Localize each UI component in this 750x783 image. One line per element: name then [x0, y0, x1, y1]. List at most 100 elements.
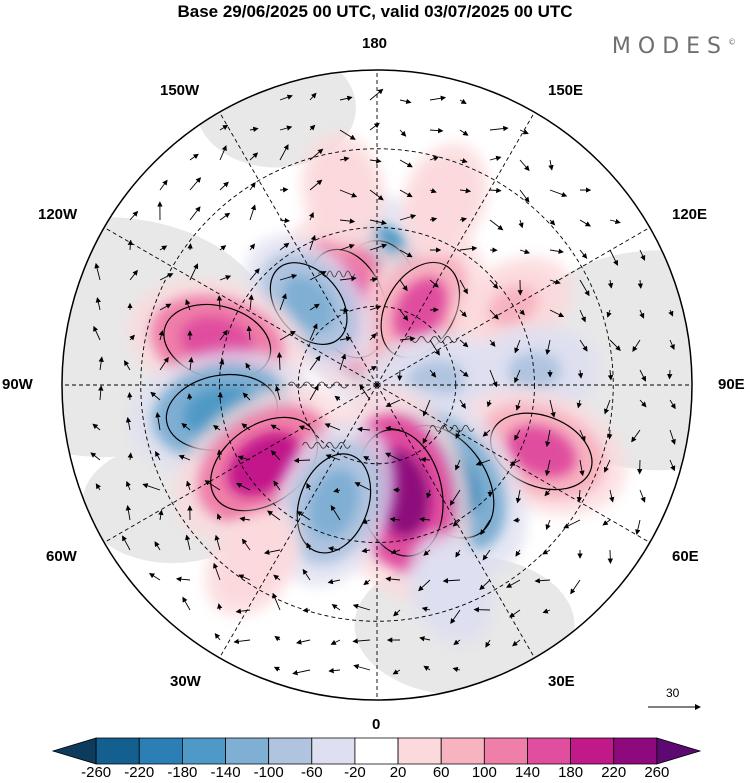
wind-arrow [369, 333, 377, 341]
wind-arrow [489, 187, 502, 194]
wind-arrow [514, 429, 521, 441]
wind-arrow [669, 399, 676, 410]
wind-arrow [639, 369, 646, 382]
wind-arrow [330, 505, 341, 521]
wind-arrow [603, 399, 611, 415]
wind-arrow [185, 299, 191, 311]
wind-arrow [187, 243, 193, 251]
lon-label-150w: 150W [160, 82, 200, 99]
wind-arrow [324, 423, 341, 431]
wind-arrow [241, 538, 251, 551]
wind-arrow [325, 454, 341, 461]
wind-arrow [369, 189, 384, 201]
positive-anomaly-cell [455, 386, 627, 516]
wind-arrow [309, 124, 316, 131]
colorbar-tick-label: 180 [558, 764, 584, 781]
wind-arrow [419, 516, 431, 523]
wind-arrow [188, 356, 194, 371]
wind-arrow [94, 262, 101, 281]
wind-arrow [519, 249, 531, 255]
colorbar-swatch [51, 737, 97, 765]
wind-arrow [669, 429, 676, 445]
wind-arrow [339, 336, 352, 342]
wind-arrow [399, 159, 413, 168]
brand-name: MODES [611, 34, 728, 59]
wind-arrow [579, 249, 588, 259]
wind-arrow [122, 535, 131, 551]
wind-arrow [279, 330, 296, 341]
wind-arrow [577, 369, 584, 379]
wind-arrow [242, 392, 251, 401]
wind-arrow [155, 450, 161, 461]
colorbar-swatch [527, 737, 571, 765]
wind-arrow [399, 309, 409, 321]
wind-arrow [356, 426, 371, 432]
wind-arrow [392, 669, 401, 675]
wind-arrow [455, 459, 461, 471]
colorbar-swatch [181, 737, 226, 765]
wind-arrow [609, 218, 621, 225]
lon-label-90e: 90E [718, 376, 745, 393]
wind-arrow [95, 297, 101, 311]
wind-arrow [186, 480, 192, 491]
wind-arrow [279, 144, 289, 161]
colorbar-swatch [613, 737, 658, 765]
wind-arrow [339, 129, 356, 140]
wind-arrow [369, 219, 387, 226]
wind-arrow [309, 355, 321, 371]
wind-arrow [389, 516, 401, 523]
wind-arrow [399, 249, 413, 258]
wind-arrow [519, 189, 530, 203]
wind-arrow [482, 429, 491, 437]
wind-arrow [339, 156, 350, 162]
wind-arrow [429, 156, 440, 162]
colorbar-swatch [570, 737, 615, 765]
wind-arrow [159, 303, 172, 311]
wind-arrow [334, 395, 341, 402]
wind-arrow [548, 159, 554, 171]
wind-arrow [361, 518, 371, 524]
wind-arrow [309, 271, 327, 281]
wind-arrow [279, 94, 293, 101]
colorbar-tick-label: 20 [389, 764, 407, 781]
wind-arrow [515, 549, 521, 557]
wind-arrow [274, 635, 281, 642]
colorbar-tick-label: -180 [167, 764, 198, 781]
lon-label-150e: 150E [548, 82, 584, 99]
wind-arrow [216, 513, 222, 521]
wind-arrow [453, 639, 461, 646]
wind-arrow [429, 216, 438, 223]
wind-arrow [361, 547, 371, 554]
wind-arrow [298, 425, 311, 431]
wind-arrow [426, 489, 432, 499]
wind-arrow [363, 579, 371, 586]
wind-arrow [563, 519, 581, 529]
wind-arrow [309, 179, 323, 191]
wind-arrow [385, 576, 401, 582]
wind-arrow [399, 336, 416, 342]
wind-arrow [92, 423, 101, 431]
wind-arrow [90, 452, 101, 461]
wind-arrow [214, 534, 221, 551]
wind-arrow [545, 429, 551, 447]
wind-arrow [142, 483, 161, 491]
wind-vectors [90, 88, 676, 676]
wind-arrow [385, 425, 401, 432]
lon-label-120e: 120E [672, 206, 708, 223]
wind-arrow [486, 399, 492, 408]
colorbar-tick-label: 220 [601, 764, 627, 781]
wind-arrow [542, 549, 551, 555]
wind-arrow [279, 293, 287, 311]
wind-arrow [127, 392, 133, 401]
wind-arrow [339, 307, 350, 313]
wind-arrow [328, 667, 341, 674]
wind-arrow [518, 219, 524, 229]
colorbar-swatch [268, 737, 313, 765]
wind-arrow [452, 519, 461, 527]
colorbar-tick-label: -20 [344, 764, 366, 781]
lon-label-0: 0 [372, 716, 381, 733]
wind-arrow [549, 248, 564, 255]
wind-arrow [420, 456, 431, 463]
wind-arrow [159, 273, 174, 281]
wind-arrow [270, 424, 281, 431]
